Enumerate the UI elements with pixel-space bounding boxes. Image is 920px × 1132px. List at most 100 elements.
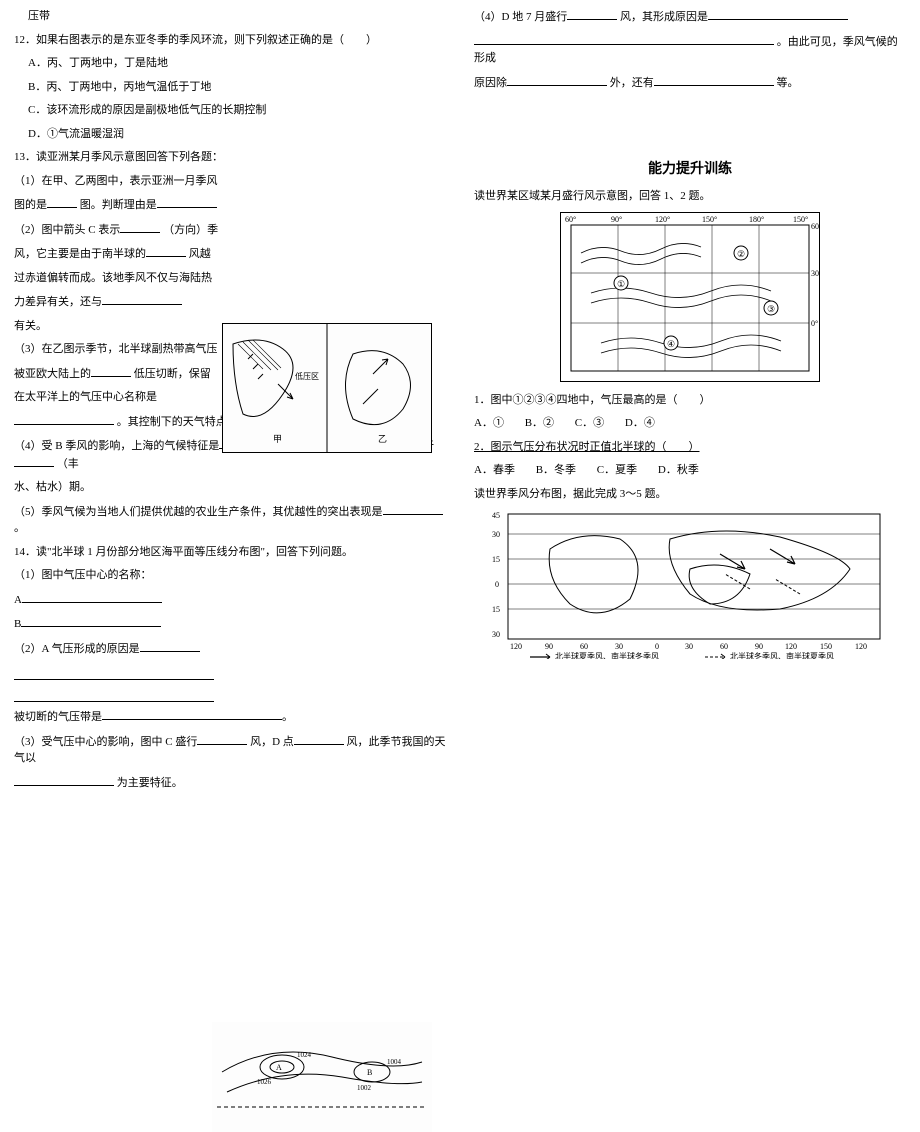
q12-choice-d: D．①气流温暖湿润 [28,126,446,143]
world-monsoon-map: 45 30 15 0 15 30 1209060 30030 6090120 1… [490,509,890,659]
q13-4c-text: （丰 [57,458,79,470]
svg-text:1004: 1004 [387,1058,402,1066]
q13-2-part1: （2）图中箭头 C 表示 （方向）季 [14,221,224,239]
svg-text:A: A [276,1063,282,1072]
svg-text:120: 120 [855,642,867,651]
q14-3-line: （3）受气压中心的影响，图中 C 盛行 风，D 点 风，此季节我国的天气以 [14,733,446,767]
q13-2d-text: 风越 [189,248,211,260]
q14-3b-text: 风，D 点 [250,736,294,748]
q14-3d-line: 为主要特征。 [14,774,446,792]
q14-4b-text: 风，其形成原因是 [620,11,708,23]
svg-text:30: 30 [685,642,693,651]
q14-cut-line: 被切断的气压带是。 [14,708,446,726]
q13-1c-text: 图。判断理由是 [80,199,157,211]
svg-text:180°: 180° [749,215,764,224]
q2-stem: 2．图示气压分布状况时正值北半球的（ ） [474,439,906,456]
svg-text:60°: 60° [811,222,819,231]
q14-4f-text: 等。 [777,77,799,89]
q13-1-part1: （1）在甲、乙两图中，表示亚洲一月季风 [14,173,224,190]
q13-3d-text: 在太平洋上的气压中心名称是 [14,389,224,406]
svg-text:0: 0 [655,642,659,651]
svg-text:0: 0 [495,580,499,589]
q1-choices: A．① B．② C．③ D．④ [474,415,906,432]
q13-3a-text: （3）在乙图示季节，北半球副热带高气压 [14,341,224,358]
svg-text:②: ② [737,249,745,259]
q12-choice-b: B．丙、丁两地中，丙地气温低于丁地 [28,79,446,96]
svg-text:1026: 1026 [257,1078,272,1086]
q12-choice-c: C．该环流形成的原因是副极地低气压的长期控制 [28,102,446,119]
q14-2-text: （2）A 气压形成的原因是 [14,643,140,655]
section-title: 能力提升训练 [474,158,906,178]
q13-2f-text: 力差异有关，还与 [14,296,102,308]
q13-5-text: （5）季风气候为当地人们提供优越的农业生产条件，其优越性的突出表现是 [14,506,383,518]
svg-text:30: 30 [492,630,500,639]
q14-4a-text: （4）D 地 7 月盛行 [474,11,567,23]
svg-text:1002: 1002 [357,1084,372,1092]
q1-b: B．② [525,417,554,429]
svg-text:90: 90 [545,642,553,651]
svg-text:120°: 120° [655,215,670,224]
right-column: （4）D 地 7 月盛行 风，其形成原因是 。由此可见，季风气候的形成 原因除 … [460,0,920,651]
svg-text:①: ① [617,279,625,289]
q13-2g-text: 有关。 [14,318,224,335]
svg-text:30: 30 [615,642,623,651]
svg-text:甲: 甲 [273,434,282,444]
q14-3a-text: （3）受气压中心的影响，图中 C 盛行 [14,736,197,748]
q13-3e-text: 。其控制下的天气特点是 [117,416,238,428]
left-column: 压带 12．如果右图表示的是东亚冬季的季风环流，则下列叙述正确的是（ ） A．丙… [0,0,460,651]
q14-1b-label: B [14,618,21,630]
svg-text:④: ④ [667,339,675,349]
q14-2-blank-line [14,664,214,680]
svg-text:30°: 30° [811,269,819,278]
svg-text:90°: 90° [611,215,622,224]
q2-c: C．夏季 [597,464,637,476]
q13-2e-text: 过赤道偏转而成。该地季风不仅与海陆热 [14,270,224,287]
svg-text:150: 150 [820,642,832,651]
q14-cut-text: 被切断的气压带是 [14,711,102,723]
q13-2a-text: （2）图中箭头 C 表示 [14,224,120,236]
q1-stem: 1．图中①②③④四地中，气压最高的是（ ） [474,392,906,409]
q14-1a-label: A [14,594,22,606]
svg-text:乙: 乙 [378,434,387,444]
q13-3c-text: 低压切断，保留 [134,368,211,380]
svg-text:120: 120 [785,642,797,651]
svg-text:低压区: 低压区 [295,371,319,381]
q14-4e-text: 外，还有 [610,77,654,89]
q13-2c-text: 风，它主要是由于南半球的 [14,248,146,260]
q14-2-line: （2）A 气压形成的原因是 [14,640,214,658]
svg-text:北半球夏季风、南半球冬季风: 北半球夏季风、南半球冬季风 [555,651,659,659]
q14-1-text: （1）图中气压中心的名称： [14,567,214,584]
q14-2-blank-line2 [14,686,214,702]
svg-text:B: B [367,1068,372,1077]
q13-3b-text: 被亚欧大陆上的 [14,368,91,380]
q13-2-part3: 力差异有关，还与 [14,293,224,311]
svg-text:120: 120 [510,642,522,651]
svg-text:45: 45 [492,511,500,520]
q1-a: A．① [474,417,504,429]
q1-c: C．③ [575,417,604,429]
q2-b: B．冬季 [536,464,576,476]
q14-stem: 14．读"北半球 1 月份部分地区海平面等压线分布图"，回答下列问题。 [14,544,446,561]
svg-text:150°: 150° [702,215,717,224]
q2-a: A．春季 [474,464,515,476]
q2-choices: A．春季 B．冬季 C．夏季 D．秋季 [474,462,906,479]
q11-tail: 压带 [28,8,446,25]
svg-text:60°: 60° [565,215,576,224]
q13-4d-text: 水、枯水）期。 [14,479,446,496]
q2-d: D．秋季 [658,464,699,476]
q14-3d-text: 为主要特征。 [117,777,183,789]
q1-d: D．④ [625,417,655,429]
intro-2: 读世界季风分布图，据此完成 3～5 题。 [474,486,906,503]
svg-text:1024: 1024 [297,1051,312,1059]
q14-4-line2: 。由此可见，季风气候的形成 [474,33,906,67]
q14-4-line1: （4）D 地 7 月盛行 风，其形成原因是 [474,8,906,26]
svg-text:150°: 150° [793,215,808,224]
q13-2-part2: 风，它主要是由于南半球的 风越 [14,245,224,263]
q14-4-line3: 原因除 外，还有 等。 [474,74,906,92]
q13-1b-text: 图的是 [14,199,47,211]
svg-text:③: ③ [767,304,775,314]
svg-text:30: 30 [492,530,500,539]
q13-stem: 13．读亚洲某月季风示意图回答下列各题： [14,149,446,166]
q13-5-line: （5）季风气候为当地人们提供优越的农业生产条件，其优越性的突出表现是。 [14,503,446,537]
svg-text:60: 60 [720,642,728,651]
